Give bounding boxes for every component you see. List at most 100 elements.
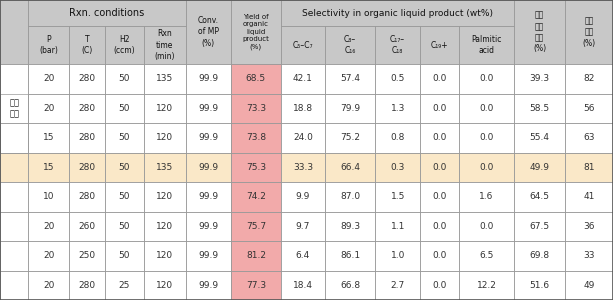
- Bar: [143, 241, 186, 271]
- Text: 49: 49: [583, 281, 595, 290]
- Bar: [230, 0, 281, 64]
- Bar: [420, 182, 459, 212]
- Bar: [565, 152, 613, 182]
- Bar: [565, 241, 613, 271]
- Bar: [420, 152, 459, 182]
- Bar: [420, 271, 459, 300]
- Bar: [69, 271, 105, 300]
- Bar: [0, 123, 28, 152]
- Bar: [459, 64, 514, 94]
- Bar: [28, 0, 186, 26]
- Text: T
(C): T (C): [82, 35, 93, 55]
- Bar: [0, 212, 28, 241]
- Text: 33.3: 33.3: [293, 163, 313, 172]
- Text: 120: 120: [156, 133, 173, 142]
- Bar: [459, 123, 514, 152]
- Bar: [420, 26, 459, 64]
- Bar: [375, 152, 420, 182]
- Text: 0.0: 0.0: [479, 163, 493, 172]
- Bar: [186, 0, 230, 64]
- Bar: [28, 26, 69, 64]
- Bar: [28, 182, 69, 212]
- Bar: [0, 94, 28, 123]
- Bar: [230, 152, 281, 182]
- Bar: [143, 271, 186, 300]
- Bar: [281, 94, 325, 123]
- Bar: [0, 0, 613, 64]
- Bar: [230, 64, 281, 94]
- Bar: [28, 94, 69, 123]
- Bar: [143, 123, 186, 152]
- Text: P
(bar): P (bar): [39, 35, 58, 55]
- Bar: [565, 0, 613, 64]
- Text: 120: 120: [156, 192, 173, 201]
- Text: 73.8: 73.8: [246, 133, 266, 142]
- Bar: [105, 64, 143, 94]
- Bar: [565, 241, 613, 271]
- Bar: [281, 152, 325, 182]
- Bar: [459, 123, 514, 152]
- Text: C₈–
C₁₆: C₈– C₁₆: [344, 35, 356, 55]
- Text: 75.7: 75.7: [246, 222, 266, 231]
- Bar: [514, 182, 565, 212]
- Bar: [0, 0, 28, 64]
- Bar: [28, 0, 186, 26]
- Text: 0.0: 0.0: [479, 74, 493, 83]
- Text: 135: 135: [156, 163, 173, 172]
- Text: Conv.
of MP
(%): Conv. of MP (%): [198, 16, 219, 48]
- Bar: [459, 212, 514, 241]
- Text: 6.5: 6.5: [479, 251, 493, 260]
- Bar: [325, 212, 375, 241]
- Bar: [565, 271, 613, 300]
- Bar: [514, 0, 565, 64]
- Text: 99.9: 99.9: [198, 222, 218, 231]
- Bar: [325, 26, 375, 64]
- Bar: [514, 94, 565, 123]
- Bar: [375, 152, 420, 182]
- Bar: [514, 212, 565, 241]
- Bar: [565, 182, 613, 212]
- Bar: [459, 271, 514, 300]
- Bar: [375, 182, 420, 212]
- Text: 56: 56: [583, 104, 595, 113]
- Bar: [459, 212, 514, 241]
- Text: 1.0: 1.0: [390, 251, 405, 260]
- Bar: [459, 94, 514, 123]
- Text: 99.9: 99.9: [198, 192, 218, 201]
- Bar: [420, 271, 459, 300]
- Text: 10: 10: [43, 192, 55, 201]
- Bar: [0, 0, 28, 64]
- Text: Rxn
time
(min): Rxn time (min): [154, 29, 175, 61]
- Bar: [281, 241, 325, 271]
- Text: 0.0: 0.0: [432, 281, 447, 290]
- Text: Rxn. conditions: Rxn. conditions: [69, 8, 145, 18]
- Bar: [565, 212, 613, 241]
- Bar: [28, 241, 69, 271]
- Text: 50: 50: [118, 222, 130, 231]
- Text: 0.3: 0.3: [390, 163, 405, 172]
- Bar: [420, 26, 459, 64]
- Bar: [281, 241, 325, 271]
- Bar: [230, 271, 281, 300]
- Bar: [186, 271, 230, 300]
- Bar: [565, 152, 613, 182]
- Bar: [69, 94, 105, 123]
- Bar: [105, 26, 143, 64]
- Bar: [420, 212, 459, 241]
- Bar: [28, 26, 69, 64]
- Bar: [325, 241, 375, 271]
- Bar: [0, 64, 613, 94]
- Bar: [186, 64, 230, 94]
- Bar: [420, 123, 459, 152]
- Bar: [459, 26, 514, 64]
- Text: 0.0: 0.0: [432, 192, 447, 201]
- Bar: [143, 94, 186, 123]
- Bar: [420, 123, 459, 152]
- Text: 기준
조건: 기준 조건: [9, 98, 19, 118]
- Text: 81.2: 81.2: [246, 251, 266, 260]
- Bar: [565, 94, 613, 123]
- Bar: [514, 0, 565, 64]
- Bar: [281, 271, 325, 300]
- Bar: [0, 123, 613, 152]
- Bar: [514, 241, 565, 271]
